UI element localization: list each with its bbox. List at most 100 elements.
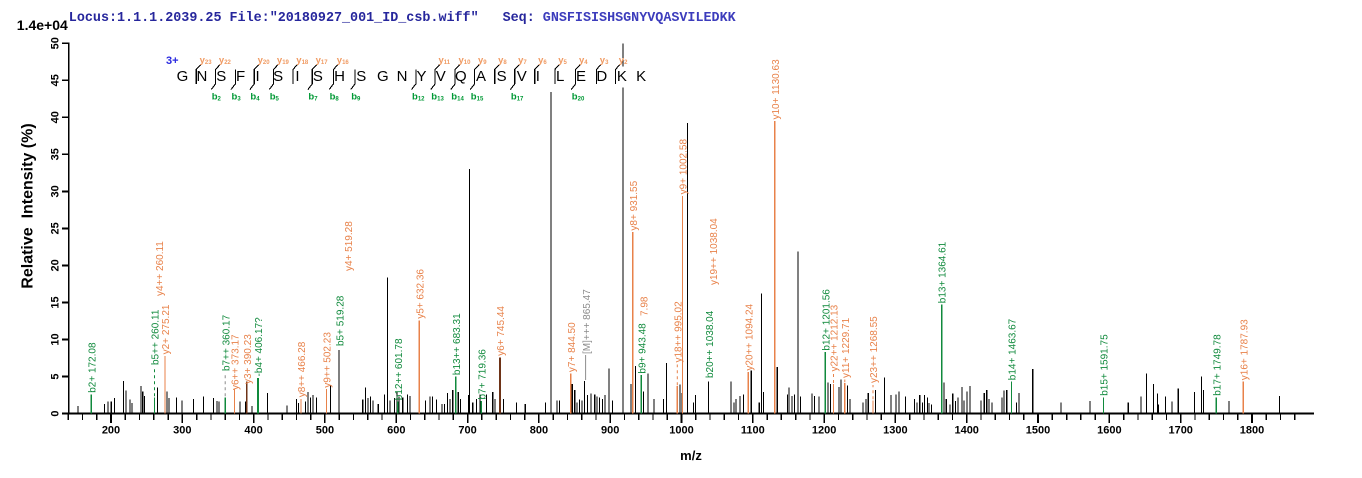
svg-text:1800: 1800	[1240, 424, 1264, 436]
svg-text:F: F	[236, 68, 245, 85]
svg-text:5: 5	[49, 374, 61, 380]
svg-text:1600: 1600	[1097, 424, 1121, 436]
svg-text:1500: 1500	[1026, 424, 1050, 436]
svg-text:y3+ 390.23: y3+ 390.23	[243, 334, 254, 384]
svg-text:b2+ 172.08: b2+ 172.08	[87, 342, 98, 393]
svg-text:y10: y10	[459, 55, 472, 66]
svg-text:200: 200	[102, 424, 120, 436]
svg-text:y18: y18	[296, 55, 309, 66]
svg-text:y23++ 1268.55: y23++ 1268.55	[869, 316, 880, 383]
svg-text:-b4+ 406.17?: -b4+ 406.17?	[254, 317, 265, 377]
svg-text:1000: 1000	[669, 424, 693, 436]
svg-text:1400: 1400	[954, 424, 978, 436]
svg-text:b9+ 943.48: b9+ 943.48	[637, 323, 648, 374]
svg-text:25: 25	[49, 222, 61, 234]
svg-text:K: K	[617, 68, 627, 85]
svg-text:y16+ 1787.93: y16+ 1787.93	[1240, 319, 1251, 380]
svg-text:15: 15	[49, 296, 61, 308]
svg-text:35: 35	[49, 148, 61, 160]
svg-text:b17: b17	[511, 92, 524, 103]
svg-text:S: S	[497, 68, 507, 85]
svg-text:D: D	[596, 68, 607, 85]
svg-text:20: 20	[49, 259, 61, 271]
svg-text:y2+ 275.21: y2+ 275.21	[161, 304, 172, 354]
svg-text:40: 40	[49, 111, 61, 123]
svg-text:b20: b20	[572, 92, 585, 103]
svg-text:A: A	[476, 68, 486, 85]
svg-text:y2: y2	[619, 55, 628, 66]
svg-text:y22++ 1212.13: y22++ 1212.13	[830, 304, 841, 371]
svg-text:y3: y3	[600, 55, 609, 66]
svg-text:y6+ 745.44: y6+ 745.44	[496, 306, 507, 356]
svg-text:y11+ 1229.71: y11+ 1229.71	[841, 317, 852, 378]
svg-text:E: E	[576, 68, 586, 85]
svg-text:1200: 1200	[812, 424, 836, 436]
svg-text:7.98: 7.98	[640, 296, 651, 316]
svg-text:b15+ 1591.75: b15+ 1591.75	[1100, 334, 1111, 396]
svg-text:Relative Intensity (%): Relative Intensity (%)	[20, 123, 37, 288]
svg-text:K: K	[636, 68, 646, 85]
svg-text:30: 30	[49, 185, 61, 197]
svg-text:y7+ 844.50: y7+ 844.50	[567, 322, 578, 372]
svg-text:b7: b7	[308, 92, 318, 103]
svg-text:y8++ 466.28: y8++ 466.28	[297, 341, 308, 397]
svg-text:600: 600	[387, 424, 405, 436]
svg-text:800: 800	[530, 424, 548, 436]
svg-text:S: S	[356, 68, 366, 85]
svg-text:500: 500	[316, 424, 334, 436]
svg-text:y7: y7	[518, 55, 527, 66]
svg-text:1700: 1700	[1168, 424, 1192, 436]
svg-text:y5+ 632.36: y5+ 632.36	[416, 269, 427, 319]
svg-text:b12: b12	[412, 92, 425, 103]
svg-text:b14: b14	[451, 92, 464, 103]
svg-text:300: 300	[173, 424, 191, 436]
svg-text:y5: y5	[558, 55, 567, 66]
svg-text:S: S	[313, 68, 323, 85]
svg-text:b20++ 1038.04: b20++ 1038.04	[705, 310, 716, 378]
svg-text:50: 50	[49, 37, 61, 49]
svg-text:y6: y6	[538, 55, 547, 66]
svg-text:b12+ 1201.56: b12+ 1201.56	[821, 289, 832, 351]
svg-text:y17: y17	[316, 55, 329, 66]
svg-text:b5+ 519.28: b5+ 519.28	[336, 295, 347, 346]
svg-text:y8+ 931.55: y8+ 931.55	[629, 180, 640, 230]
svg-text:y9: y9	[478, 55, 487, 66]
svg-text:b15: b15	[471, 92, 484, 103]
svg-text:y4++ 260.11: y4++ 260.11	[155, 241, 166, 296]
svg-text:y4: y4	[579, 55, 588, 66]
svg-text:y10+ 1130.63: y10+ 1130.63	[771, 59, 782, 120]
svg-text:b3: b3	[232, 92, 242, 103]
svg-text:b9: b9	[351, 92, 361, 103]
svg-text:b13++ 683.31: b13++ 683.31	[452, 313, 463, 375]
svg-text:I: I	[536, 68, 540, 85]
svg-text:V: V	[517, 68, 527, 85]
svg-text:y11: y11	[439, 55, 451, 66]
svg-text:y20++ 1094.24: y20++ 1094.24	[744, 303, 755, 370]
svg-text:V: V	[436, 68, 446, 85]
svg-text:L: L	[556, 68, 564, 85]
svg-text:Y: Y	[416, 68, 426, 85]
svg-text:Seq: GNSFISISHSGNYVQASVILEDKK: Seq: GNSFISISHSGNYVQASVILEDKK	[503, 11, 737, 26]
svg-text:b2: b2	[212, 92, 222, 103]
svg-text:y9+ 1002.58: y9+ 1002.58	[679, 139, 690, 195]
svg-text:y20: y20	[258, 55, 271, 66]
svg-text:G: G	[377, 68, 389, 85]
svg-text:b13: b13	[431, 92, 444, 103]
svg-text:y23: y23	[200, 55, 213, 66]
svg-text:b7+ 719.36: b7+ 719.36	[478, 349, 489, 400]
svg-text:y4+ 519.28: y4+ 519.28	[344, 221, 355, 271]
svg-text:1300: 1300	[883, 424, 907, 436]
svg-text:N: N	[397, 68, 408, 85]
svg-text:[M]+++ 865.47: [M]+++ 865.47	[582, 289, 593, 354]
svg-text:y18++ 995.02: y18++ 995.02	[674, 301, 685, 363]
svg-text:b7++ 360.17: b7++ 360.17	[221, 314, 232, 371]
svg-text:I: I	[295, 68, 299, 85]
svg-text:y6++ 373.17: y6++ 373.17	[231, 334, 242, 390]
svg-text:y8: y8	[498, 55, 507, 66]
svg-text:Locus:1.1.1.2039.25 File:"2018: Locus:1.1.1.2039.25 File:"20180927_001_I…	[69, 11, 479, 26]
svg-text:S: S	[273, 68, 283, 85]
svg-text:b5: b5	[270, 92, 280, 103]
svg-text:700: 700	[458, 424, 476, 436]
svg-text:400: 400	[244, 424, 262, 436]
svg-text:b8: b8	[330, 92, 340, 103]
